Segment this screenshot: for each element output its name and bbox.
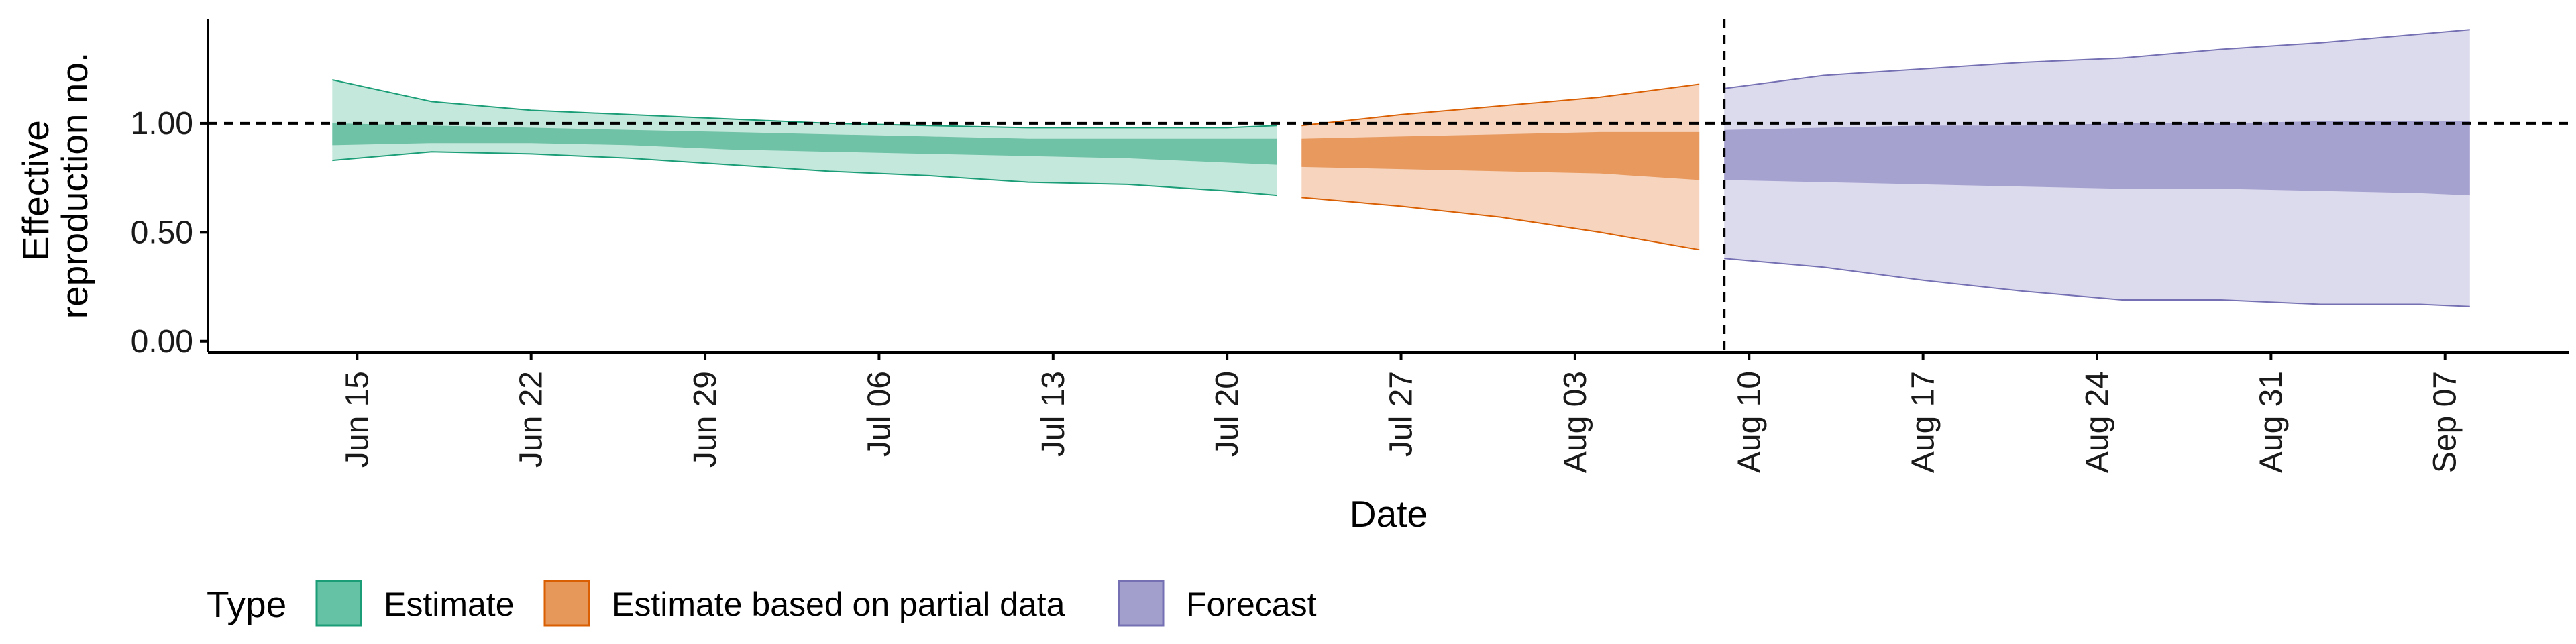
- y-tick-label: 0.00: [131, 324, 193, 360]
- y-axis-title: Effective reproduction no.: [15, 52, 95, 319]
- x-tick-label: Jul 06: [861, 371, 897, 457]
- upper-bound-line-estimate-based-on-partial-data: [1301, 83, 1700, 127]
- series-estimate-based-on-partial-data: [1301, 83, 1700, 251]
- x-tick-label: Jul 13: [1036, 371, 1071, 457]
- y-tick-label: 0.50: [131, 215, 193, 250]
- x-tick-label: Aug 31: [2253, 371, 2289, 473]
- series-estimate: [332, 79, 1277, 197]
- legend-title: Type: [207, 584, 286, 625]
- x-tick-label: Aug 24: [2080, 371, 2115, 473]
- lower-bound-line-estimate: [332, 151, 1277, 197]
- upper-bound-line-forecast: [1724, 29, 2470, 89]
- reference-lines: [208, 19, 2569, 352]
- legend-label-estimate: Estimate: [384, 586, 515, 623]
- legend-swatch-forecast: [1118, 580, 1165, 627]
- x-axis-title: Date: [1350, 493, 1428, 535]
- x-tick-label: Aug 10: [1731, 371, 1767, 473]
- lower-bound-line-estimate-based-on-partial-data: [1301, 197, 1700, 251]
- x-tick-label: Jul 27: [1384, 371, 1419, 457]
- x-tick-label: Aug 17: [1906, 371, 1941, 473]
- legend-swatch-estimate: [315, 580, 362, 627]
- x-tick-label: Sep 07: [2428, 371, 2463, 473]
- plot-area: [332, 29, 2470, 307]
- lower-bound-line-forecast: [1724, 258, 2470, 307]
- x-tick-label: Jun 29: [688, 371, 723, 468]
- x-tick-label: Aug 03: [1558, 371, 1593, 473]
- x-tick-label: Jul 20: [1210, 371, 1245, 457]
- x-tick-label: Jun 15: [339, 371, 375, 468]
- upper-bound-line-estimate: [332, 79, 1277, 129]
- x-tick-label: Jun 22: [514, 371, 549, 468]
- legend-label-estimate-based-on-partial-data: Estimate based on partial data: [612, 586, 1065, 623]
- axes: [207, 19, 2569, 354]
- y-axis-title-line-2: reproduction no.: [54, 52, 95, 319]
- series-forecast: [1724, 29, 2470, 307]
- legend: Type Estimate Estimate based on partial d…: [207, 580, 1317, 627]
- ribbon-50-estimate-based-on-partial-data: [1301, 131, 1700, 180]
- ribbon-50-forecast: [1724, 121, 2470, 196]
- legend-swatch-estimate-based-on-partial-data: [543, 580, 590, 627]
- y-tick-label: 1.00: [131, 106, 193, 142]
- legend-label-forecast: Forecast: [1186, 586, 1317, 623]
- ribbon-50-estimate: [332, 123, 1277, 165]
- y-ticks: 0.00 0.50 1.00: [131, 106, 208, 360]
- x-ticks: Jun 15 Jun 22 Jun 29 Jul 06 Jul 13 Jul 20 Jul …: [339, 352, 2463, 473]
- y-axis-title-line-1: Effective: [15, 120, 56, 261]
